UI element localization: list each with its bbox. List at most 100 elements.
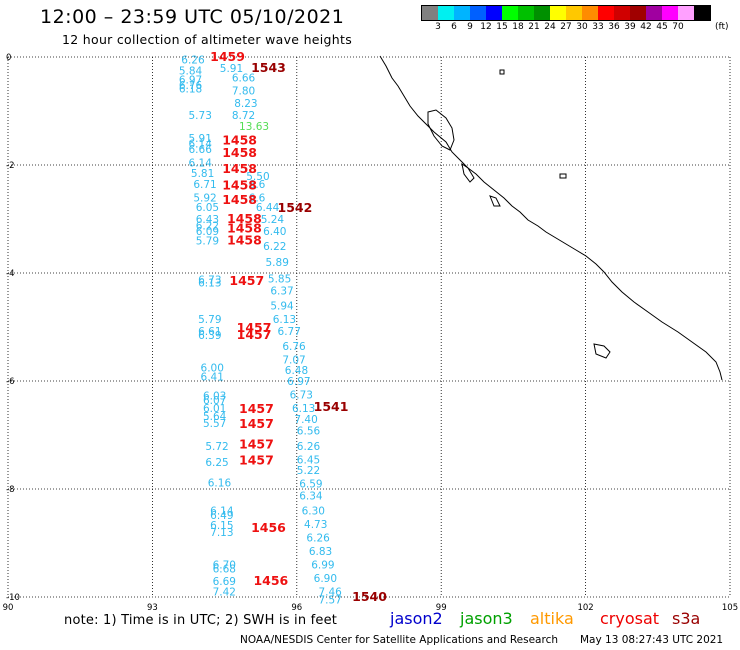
wave-height-value: 6.16 xyxy=(208,478,232,490)
pass-time-label: 1456 xyxy=(251,520,286,535)
wave-height-value: 6.73 xyxy=(290,390,313,402)
wave-height-value: 5.91 xyxy=(189,133,212,145)
wave-height-value: 5.50 xyxy=(246,171,269,183)
legend-tick-label: 27 xyxy=(560,22,572,32)
wave-height-value: 6.76 xyxy=(282,341,306,353)
y-tick-label: -8 xyxy=(6,485,14,495)
pass-time-label: 1458 xyxy=(222,161,257,176)
pass-time-labels: 1459154314581458145814581458154214581458… xyxy=(210,49,387,604)
y-tick-label: 0 xyxy=(6,53,11,63)
legend-swatch xyxy=(470,6,486,20)
x-tick-label: 93 xyxy=(147,603,158,613)
wave-height-value: 5.72 xyxy=(205,441,228,453)
wave-height-value: 6.40 xyxy=(263,226,286,238)
satellite-label-s3a: s3a xyxy=(672,609,701,628)
wave-height-value: 5.85 xyxy=(268,273,291,285)
legend-swatch xyxy=(678,6,694,20)
pass-time-label: 1457 xyxy=(229,273,264,288)
wave-height-value: 4.73 xyxy=(304,519,327,531)
wave-height-value: 6.39 xyxy=(198,330,221,342)
y-tick-label: -2 xyxy=(6,161,14,171)
wave-height-value: 5.73 xyxy=(189,110,212,122)
satellite-label-cryosat: cryosat xyxy=(600,609,660,628)
wave-height-value: 7.40 xyxy=(294,414,317,426)
wave-height-value: 6.26 xyxy=(181,55,205,67)
wave-height-value: 6.48 xyxy=(285,365,308,377)
wave-height-value: 6.97 xyxy=(287,376,310,388)
pass-time-label: 1458 xyxy=(227,221,262,236)
wave-height-value: 6.09 xyxy=(196,226,219,238)
satellite-label-altika: altika xyxy=(530,609,574,628)
wave-height-value: 6.45 xyxy=(297,454,320,466)
wave-height-value: 6.83 xyxy=(309,546,332,558)
wave-height-value: 6.01 xyxy=(203,403,226,415)
pass-time-label: 1457 xyxy=(237,327,272,342)
wave-height-value: 6.26 xyxy=(297,441,321,453)
footer-note: note: 1) Time is in UTC; 2) SWH is in fe… xyxy=(64,613,338,628)
wave-height-value: 5.84 xyxy=(179,66,203,78)
pass-time-label: 1458 xyxy=(222,178,257,193)
axis-tick-labels: 90 93 96 99 102 105 0 -2 -4 -6 -8 -10 xyxy=(3,53,739,613)
wave-height-value: 5.81 xyxy=(191,168,214,180)
siberut-island-coastline xyxy=(461,162,475,183)
legend-tick-label: 36 xyxy=(608,22,620,32)
legend-tick-label: 9 xyxy=(467,22,473,32)
wave-height-value: 6.00 xyxy=(201,363,224,375)
wave-height-value: 6.99 xyxy=(311,560,334,572)
wave-height-value: 6.14 xyxy=(210,506,234,518)
color-bar xyxy=(421,5,711,21)
satellite-label-jason2: jason2 xyxy=(390,609,443,628)
legend-swatch xyxy=(662,6,678,20)
wave-height-value: 6.30 xyxy=(302,506,325,518)
pass-time-label: 1458 xyxy=(222,192,257,207)
wave-height-value: 7.57 xyxy=(318,595,341,607)
pass-time-label: 1458 xyxy=(222,133,257,148)
legend-tick-label: 12 xyxy=(480,22,492,32)
map-grid xyxy=(7,56,731,598)
x-tick-label: 96 xyxy=(291,603,302,613)
wave-height-value: 5.89 xyxy=(266,257,289,269)
legend-swatch xyxy=(614,6,630,20)
legend-swatch xyxy=(646,6,662,20)
wave-height-value: 13.63 xyxy=(239,121,269,133)
pass-time-label: 1457 xyxy=(239,452,274,467)
wave-height-value: 5.94 xyxy=(270,300,294,312)
sumatra-coastline xyxy=(379,55,723,381)
wave-height-value: 6.03 xyxy=(203,391,226,403)
wave-height-value: 6.41 xyxy=(201,372,224,384)
legend-unit: (ft) xyxy=(715,22,729,32)
wave-height-value: 5.24 xyxy=(261,214,285,226)
wave-height-value: 5.64 xyxy=(203,411,227,423)
wave-height-value: 6.49 xyxy=(210,510,233,522)
pass-time-label: 1541 xyxy=(314,399,349,414)
page-title: 12:00 – 23:59 UTC 05/10/2021 xyxy=(40,6,345,28)
legend-tick-label: 6 xyxy=(451,22,457,32)
satellite-label-jason3: jason3 xyxy=(460,609,513,628)
generation-timestamp: May 13 08:27:43 UTC 2021 xyxy=(580,634,724,646)
wave-height-value: 6.71 xyxy=(193,179,216,191)
wave-height-value: 6.18 xyxy=(179,83,202,95)
wave-height-value: 6.56 xyxy=(297,426,321,438)
pagai-island-coastline xyxy=(593,343,611,359)
legend-tick-label: 45 xyxy=(656,22,668,32)
nias-island-coastline xyxy=(427,109,455,151)
wave-height-value: 5.57 xyxy=(203,418,226,430)
wave-height-value: 6.22 xyxy=(263,241,286,253)
legend-tick-label: 3 xyxy=(435,22,441,32)
pass-time-label: 1457 xyxy=(239,437,274,452)
wave-height-value: 8.23 xyxy=(234,98,257,110)
legend-tick-label: 21 xyxy=(528,22,540,32)
x-tick-label: 99 xyxy=(436,603,447,613)
small-islet-1 xyxy=(499,69,505,75)
pass-time-label: 1458 xyxy=(227,211,262,226)
pass-time-label: 1459 xyxy=(210,49,245,64)
legend-tick-label: 30 xyxy=(576,22,588,32)
pass-time-label: 1543 xyxy=(251,60,286,75)
wave-height-value: 6.73 xyxy=(198,274,221,286)
credit-line: NOAA/NESDIS Center for Satellite Applica… xyxy=(240,634,558,646)
pass-time-label: 1542 xyxy=(278,200,313,215)
wave-height-value: 6.26 xyxy=(306,533,330,545)
wave-height-value: 6.59 xyxy=(299,479,322,491)
wave-height-value: 6.66 xyxy=(189,144,213,156)
